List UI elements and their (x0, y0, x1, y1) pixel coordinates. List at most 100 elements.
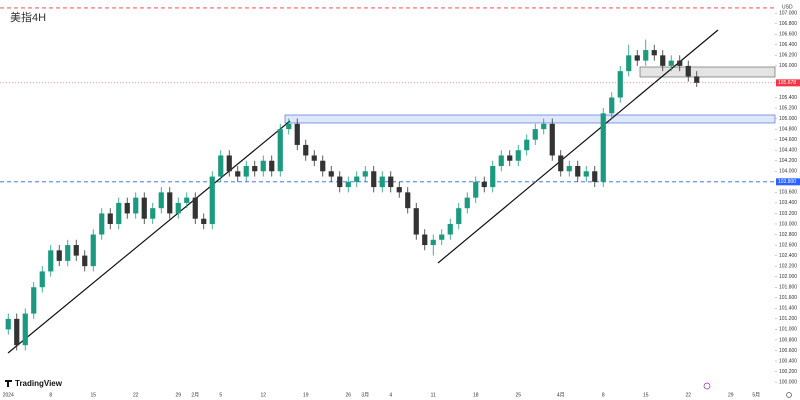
candle-body (498, 155, 504, 167)
candle-body (694, 76, 700, 83)
y-tick-label: 103.400 (779, 200, 797, 206)
candle-body (422, 234, 428, 246)
candle-body (362, 171, 368, 177)
candle-body (439, 234, 445, 240)
y-tick-label: 101.200 (779, 316, 797, 322)
candle-body (167, 192, 173, 214)
candle-body (575, 166, 581, 177)
candle-body (294, 123, 300, 145)
x-tick-label: 2月 (191, 392, 199, 398)
x-tick-label: 8 (49, 392, 52, 398)
candle-body (583, 171, 589, 177)
y-tick-label: 101.400 (779, 306, 797, 312)
trend-line (7, 120, 291, 354)
candle-body (90, 234, 96, 267)
candle-body (617, 71, 623, 98)
y-tick-label: 106.800 (779, 21, 797, 27)
candle-body (201, 218, 207, 224)
x-tick-label: 22 (133, 392, 139, 398)
candle-body (31, 287, 37, 314)
candle-body (651, 50, 657, 56)
candle-body (252, 166, 258, 172)
y-tick-label: 106.600 (779, 32, 797, 38)
x-tick-label: 29 (728, 392, 734, 398)
currency-label: USD (782, 4, 793, 10)
candle-body (14, 318, 20, 346)
candle-body (490, 166, 496, 188)
candle-body (388, 176, 394, 188)
candle-body (99, 213, 105, 235)
candle-body (328, 171, 334, 177)
y-tick-label: 107.000 (779, 11, 797, 17)
brand: TradingView (15, 379, 63, 388)
x-tick-label: 5 (219, 392, 222, 398)
y-tick-label: 100.600 (779, 348, 797, 354)
candle-body (371, 171, 377, 188)
candle-body (507, 155, 513, 161)
candle-body (634, 55, 640, 61)
candle-body (413, 208, 419, 235)
candle-body (447, 223, 453, 235)
y-tick-label: 106.000 (779, 63, 797, 69)
y-tick-label: 102.200 (779, 263, 797, 269)
candle-body (39, 271, 45, 288)
candle-body (73, 245, 79, 256)
candle-body (626, 55, 632, 72)
candle-body (303, 144, 309, 156)
candle-body (609, 97, 615, 114)
candle-body (226, 155, 232, 172)
y-tick-label: 104.400 (779, 148, 797, 154)
candle-body (677, 60, 683, 66)
resistance-zone (639, 66, 776, 78)
y-tick-label: 105.400 (779, 95, 797, 101)
y-tick-label: 103.000 (779, 221, 797, 227)
candle-body (124, 202, 130, 214)
candle-body (473, 181, 479, 198)
candle-body (116, 202, 122, 224)
y-tick-label: 106.400 (779, 42, 797, 48)
candle-body (65, 245, 71, 261)
y-tick-label: 100.400 (779, 358, 797, 364)
y-tick-label: 104.200 (779, 158, 797, 164)
y-tick-label: 102.800 (779, 232, 797, 238)
candle-body (668, 60, 674, 66)
x-tick-label: 8 (602, 392, 605, 398)
chart-title: 美指4H (10, 10, 46, 24)
candle-body (685, 65, 691, 77)
y-tick-label: 104.600 (779, 137, 797, 143)
y-tick-label: 100.800 (779, 337, 797, 343)
candle-body (260, 160, 266, 172)
x-tick-label: 3月 (361, 392, 369, 398)
y-tick-label: 106.200 (779, 53, 797, 59)
y-tick-label: 101.600 (779, 295, 797, 301)
candle-body (660, 55, 666, 66)
level-label: 103.800 (778, 179, 796, 185)
candle-body (286, 123, 292, 130)
x-tick-label: 4 (389, 392, 392, 398)
x-tick-label: 22 (685, 392, 691, 398)
y-tick-label: 105.200 (779, 105, 797, 111)
candle-body (82, 255, 88, 267)
candle-body (218, 155, 224, 177)
x-tick-label: 11 (431, 392, 436, 398)
settings-icon[interactable] (786, 392, 792, 398)
candle-body (592, 171, 598, 182)
y-tick-label: 101.000 (779, 327, 797, 333)
candle-body (345, 181, 351, 188)
candle-body (379, 176, 385, 188)
candle-body (209, 176, 215, 224)
x-tick-label: 15 (90, 392, 96, 398)
event-icon[interactable] (703, 382, 711, 390)
x-tick-label: 29 (175, 392, 181, 398)
trend-line (437, 29, 719, 264)
candle-body (600, 113, 606, 182)
candle-body (243, 166, 249, 177)
candle-body (481, 181, 487, 188)
y-tick-label: 104.800 (779, 126, 797, 132)
candle-body (515, 150, 521, 161)
y-tick-label: 103.600 (779, 190, 797, 196)
x-tick-label: 18 (473, 392, 479, 398)
candle-body (235, 171, 241, 177)
candle-body (337, 176, 343, 188)
x-tick-label: 26 (345, 392, 351, 398)
